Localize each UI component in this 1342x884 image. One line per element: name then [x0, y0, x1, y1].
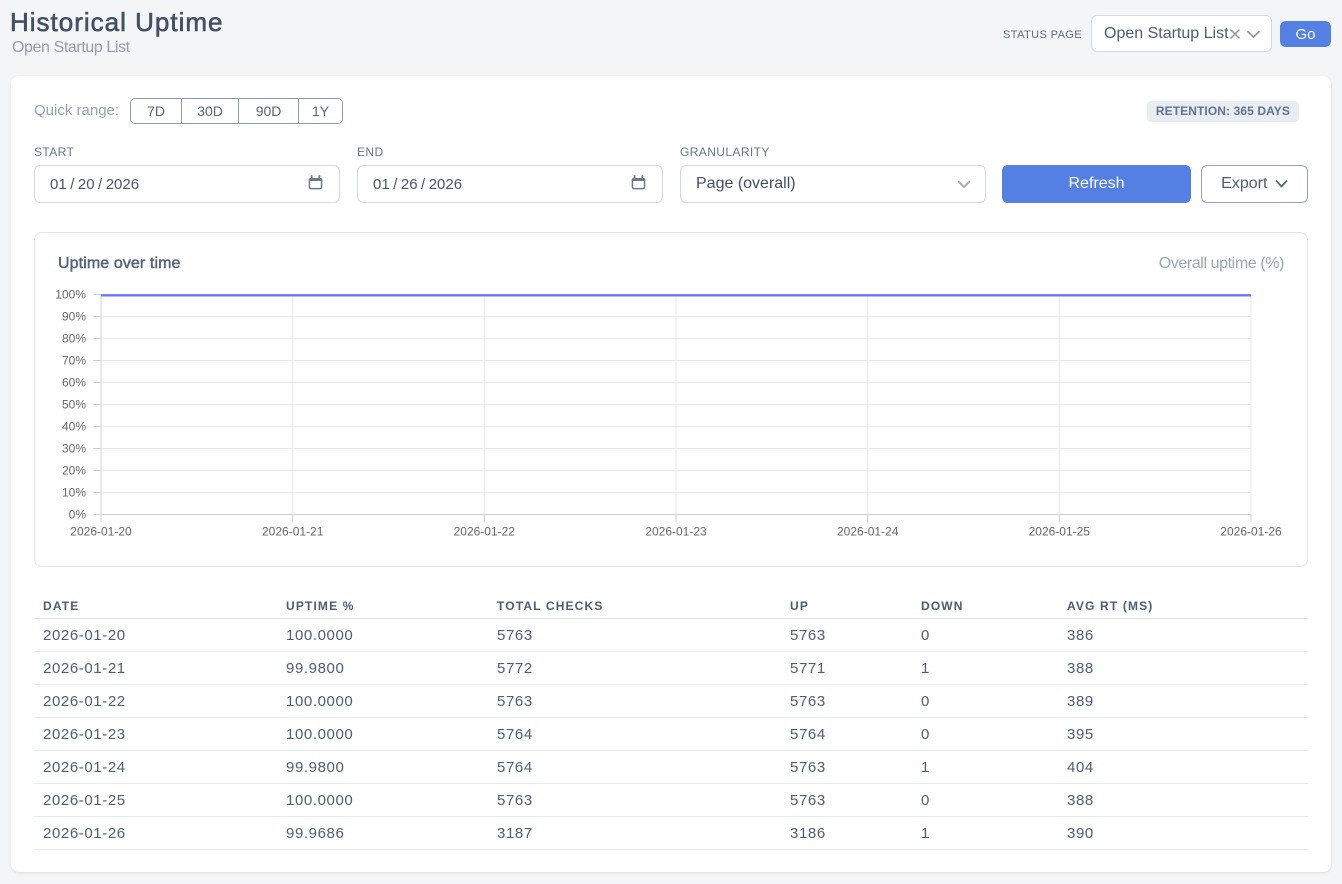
svg-text:2026-01-21: 2026-01-21 [262, 525, 324, 539]
svg-text:90%: 90% [62, 310, 86, 324]
svg-text:0%: 0% [69, 508, 87, 522]
svg-text:40%: 40% [62, 420, 86, 434]
svg-text:2026-01-25: 2026-01-25 [1029, 525, 1091, 539]
svg-text:2026-01-20: 2026-01-20 [70, 525, 132, 539]
svg-text:10%: 10% [62, 486, 86, 500]
svg-text:20%: 20% [62, 464, 86, 478]
svg-text:30%: 30% [62, 442, 86, 456]
svg-text:2026-01-24: 2026-01-24 [837, 525, 899, 539]
svg-text:70%: 70% [62, 354, 86, 368]
svg-text:50%: 50% [62, 398, 86, 412]
svg-text:80%: 80% [62, 332, 86, 346]
svg-text:2026-01-22: 2026-01-22 [454, 525, 516, 539]
svg-text:100%: 100% [55, 288, 86, 302]
svg-text:60%: 60% [62, 376, 86, 390]
svg-text:2026-01-26: 2026-01-26 [1220, 525, 1282, 539]
svg-text:2026-01-23: 2026-01-23 [645, 525, 707, 539]
